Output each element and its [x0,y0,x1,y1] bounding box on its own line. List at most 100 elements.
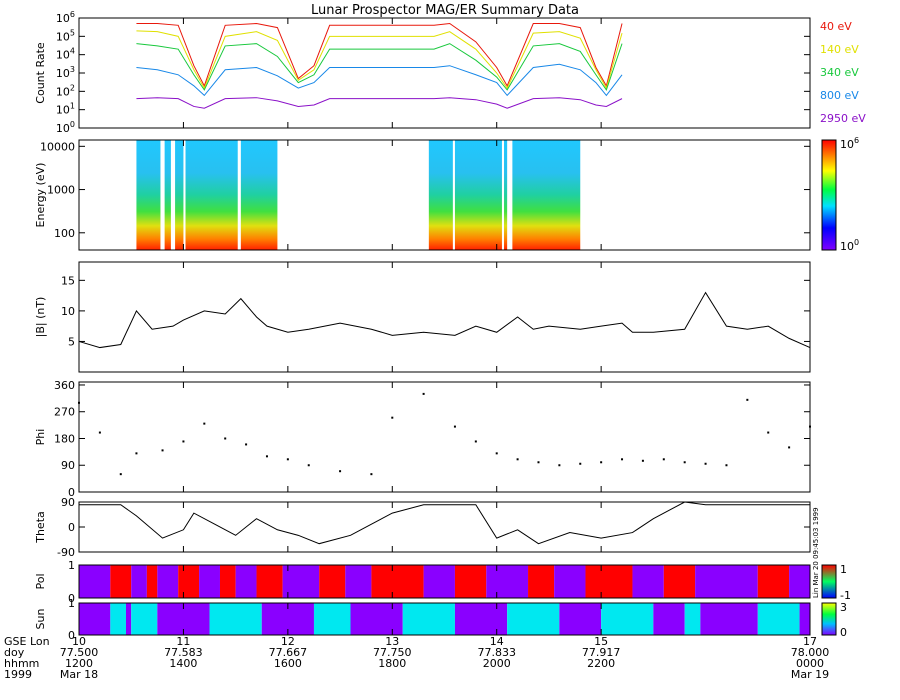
spectrogram-gap [287,140,290,250]
polarity-segment [695,565,758,598]
x-tick-hhmm: 0000 [796,657,824,670]
legend-label-340-eV: 340 eV [820,66,859,79]
phi-point [579,462,582,465]
energy_spectrogram-ylabel: Energy (eV) [34,163,47,228]
x-row-label-3: 1999 [4,668,32,681]
sun-segment [454,603,508,635]
spectrogram-gap [183,140,186,250]
y-tick-label: 100 [56,120,75,135]
phi-point [98,431,101,434]
x-tick-lon: 11 [176,635,190,648]
y-tick-label: 1 [68,559,75,572]
spectrogram-gap [452,140,455,250]
polarity-segment [757,565,790,598]
phi-point [621,458,624,461]
sun-segment [700,603,758,635]
sun-segment [125,603,132,635]
polarity-segment [371,565,424,598]
y-tick-label: 270 [54,406,75,419]
legend-label-140-eV: 140 eV [820,43,859,56]
spectrogram-gap [507,140,513,250]
y-tick-label: 101 [56,102,75,117]
spectrogram-block [136,140,278,250]
series-line-2950-eV [136,97,623,109]
btot-line [78,291,811,349]
phi-point [422,392,425,395]
figure-title: Lunar Prospector MAG/ER Summary Data [311,3,579,18]
y-tick-label: 106 [56,10,75,25]
x-tick-doy: 77.917 [582,646,621,659]
sun-axes [78,602,811,636]
polarity-colorbar-min: -1 [840,589,851,602]
polarity-segment [146,565,158,598]
x-tick-hhmm: 2200 [587,657,615,670]
polarity-segment [789,565,810,598]
polarity-colorbar [821,564,837,599]
sun-ylabel: Sun [34,609,47,630]
polarity-segment [256,565,283,598]
polarity-segment [486,565,529,598]
phi-point [516,458,519,461]
phi-point [161,449,164,452]
y-tick-label: 104 [56,47,75,62]
polarity-segment [632,565,664,598]
x-tick-doy: 77.500 [60,646,99,659]
polarity-segment [110,565,132,598]
phi-point [600,461,603,464]
y-tick-label: 15 [61,274,75,287]
y-tick-label: 1 [68,597,75,610]
x-tick-doy: 77.583 [164,646,203,659]
btot-ylabel: |B| (nT) [34,297,47,338]
colorbar-min-label: 100 [840,238,859,253]
y-tick-label: 180 [54,432,75,445]
x-row-label-2: hhmm [4,657,39,670]
polarity-ylabel: Pol [34,573,47,589]
phi-point [495,452,498,455]
sun-segment [402,603,455,635]
phi-point [119,473,122,476]
theta-ylabel: Theta [34,511,47,544]
phi-axes [78,381,811,493]
sun-segment [653,603,685,635]
polarity-segment [157,565,179,598]
phi-point [746,398,749,401]
y-tick-label: 10000 [40,140,75,153]
phi-point [767,431,770,434]
phi-point [537,461,540,464]
y-tick-label: 360 [54,379,75,392]
y-tick-label: 105 [56,28,75,43]
phi-point [307,464,310,467]
sun-segment [131,603,158,635]
phi-point [135,452,138,455]
spectrogram-gap [170,140,176,250]
x-tick-hhmm: 1800 [378,657,406,670]
phi-point [182,440,185,443]
x-tick-lon: 15 [594,635,608,648]
series-line-40-eV [136,23,623,88]
legend-label-2950-eV: 2950 eV [820,112,866,125]
polarity-segment [219,565,236,598]
y-tick-label: 1000 [47,184,75,197]
sun-segment [684,603,701,635]
series-line-800-eV [136,63,623,97]
phi-point [453,425,456,428]
y-tick-label: 0 [68,629,75,642]
x-tick-lon: 13 [385,635,399,648]
theta-line [79,501,810,545]
y-tick-label: 5 [68,335,75,348]
sun-colorbar [821,602,837,636]
spectrogram-gap [160,140,165,250]
polarity-segment [199,565,220,598]
x-tick-doy: 77.667 [269,646,308,659]
phi-point [474,440,477,443]
theta-axes [78,501,811,553]
spectrogram-block [428,140,581,250]
phi-point [662,458,665,461]
sun-segment [313,603,351,635]
x-tick-lon: 17 [803,635,817,648]
polarity-segment [345,565,372,598]
phi-point [245,443,248,446]
count_rate-ylabel: Count Rate [34,42,47,104]
polarity-segment [528,565,555,598]
phi-point [203,422,206,425]
